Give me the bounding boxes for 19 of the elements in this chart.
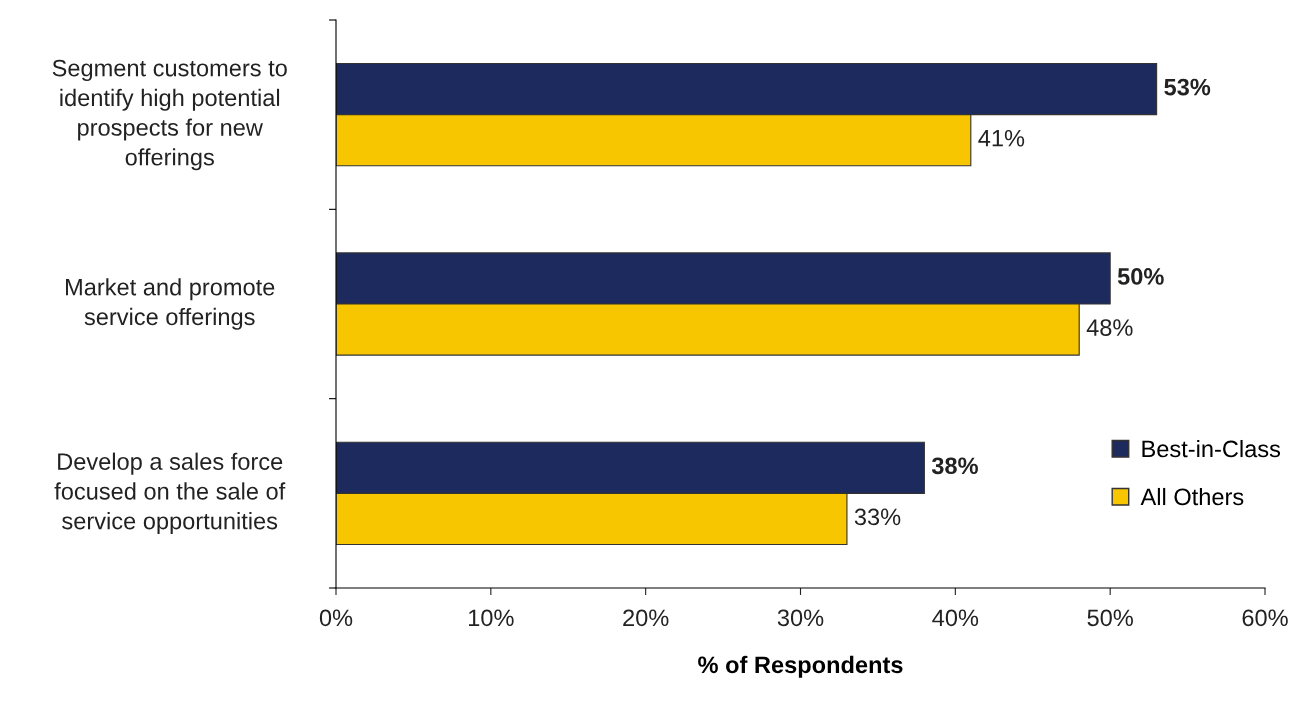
data-label: 50% [1117, 268, 1164, 285]
data-label: 48% [1086, 319, 1133, 336]
y-tick-label: Develop a sales force focused on the sale of service opportunities [54, 452, 286, 535]
legend-label: All Others [1140, 487, 1244, 506]
x-tick-label: 40% [932, 609, 979, 627]
data-label: 53% [1164, 78, 1211, 96]
x-tick-label: 60% [1242, 609, 1288, 627]
legend-label: Best-in-Class [1142, 439, 1281, 458]
y-tick-label: Segment customers to identify high potential prospects for new offerings [52, 59, 287, 171]
data-label: 38% [931, 457, 978, 475]
x-tick-label: 10% [469, 609, 514, 627]
x-tick-label: 20% [623, 609, 669, 627]
x-tick-label: 50% [1087, 609, 1133, 627]
x-axis-title: % of Respondents [698, 655, 903, 678]
x-tick-label: 30% [777, 609, 824, 627]
data-label: 33% [854, 508, 901, 526]
x-tick-label: 0% [319, 609, 353, 627]
data-label: 41% [978, 129, 1025, 147]
y-tick-label: Market and promote service offerings [66, 278, 275, 330]
